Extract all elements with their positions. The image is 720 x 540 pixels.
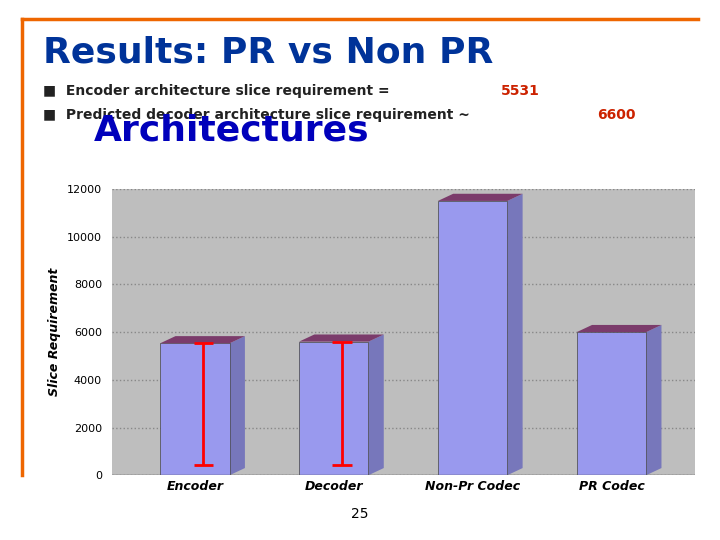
Polygon shape bbox=[438, 194, 523, 201]
Text: 6600: 6600 bbox=[598, 108, 636, 122]
Polygon shape bbox=[508, 194, 523, 475]
Polygon shape bbox=[647, 325, 662, 475]
Polygon shape bbox=[160, 336, 245, 343]
Text: Results: PR vs Non PR: Results: PR vs Non PR bbox=[43, 35, 494, 69]
Text: ■  Predicted decoder architecture slice requirement ~: ■ Predicted decoder architecture slice r… bbox=[43, 108, 475, 122]
Polygon shape bbox=[577, 325, 662, 332]
Bar bbox=[577, 332, 647, 475]
Bar bbox=[438, 201, 508, 475]
Polygon shape bbox=[230, 336, 245, 475]
Text: 5531: 5531 bbox=[500, 84, 539, 98]
Polygon shape bbox=[299, 334, 384, 342]
Y-axis label: Slice Requirement: Slice Requirement bbox=[48, 268, 61, 396]
Text: Architectures: Architectures bbox=[94, 113, 369, 147]
Bar bbox=[299, 342, 369, 475]
Bar bbox=[160, 343, 230, 475]
Polygon shape bbox=[369, 334, 384, 475]
Text: 25: 25 bbox=[351, 507, 369, 521]
Text: ■  Encoder architecture slice requirement =: ■ Encoder architecture slice requirement… bbox=[43, 84, 395, 98]
